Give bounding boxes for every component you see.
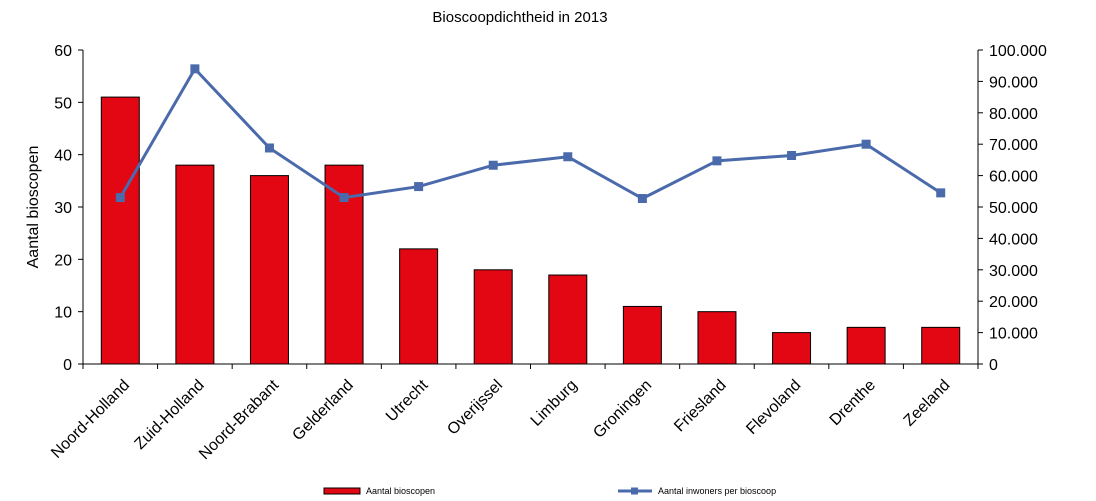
x-tick-label: Noord-Brabant [196, 376, 283, 463]
line-point [637, 194, 647, 204]
x-tick-label: Zuid-Holland [132, 377, 208, 453]
bar-series [100, 96, 961, 365]
y-axis-label: Aantal bioscopen [25, 146, 42, 269]
y-tick-label: 20 [54, 252, 72, 269]
x-tick-label: Drenthe [827, 377, 879, 429]
line-point [115, 193, 125, 203]
y2-tick-label: 60.000 [989, 169, 1038, 186]
axes: 0 10 20 30 40 50 60 0 10.000 20.000 30.000 40.000 50… [54, 43, 1047, 374]
chart-title: Bioscoopdichtheid in 2013 [432, 9, 607, 26]
y-tick-label: 0 [63, 357, 72, 374]
y2-tick-label: 80.000 [989, 106, 1038, 123]
y2-tick-label: 10.000 [989, 326, 1038, 343]
y2-tick-label: 50.000 [989, 200, 1038, 217]
x-tick-label: Zeeland [901, 377, 954, 430]
line-point [787, 151, 797, 161]
line-point [488, 160, 498, 170]
x-tick-label: Overijssel [444, 377, 506, 439]
legend: Aantal bioscopen Aantal inwoners per bios… [323, 486, 776, 496]
line-point [339, 193, 349, 203]
x-tick-label: Limburg [528, 377, 581, 430]
bar [249, 175, 289, 365]
y2-tick-label: 90.000 [989, 74, 1038, 91]
bar [622, 305, 662, 365]
y2-tick-label: 100.000 [989, 43, 1047, 60]
x-tick-label: Friesland [671, 377, 730, 436]
y2-tick-label: 30.000 [989, 263, 1038, 280]
x-tick-label: Flevoland [743, 377, 804, 438]
bar [100, 96, 140, 365]
y-tick-label: 10 [54, 305, 72, 322]
y2-tick-label: 0 [989, 357, 998, 374]
y-tick-label: 40 [54, 148, 72, 165]
bar [399, 248, 439, 365]
line-point [190, 64, 200, 74]
bar [846, 326, 886, 365]
bar [548, 274, 588, 365]
legend-swatch-bars [323, 487, 361, 495]
line-point [936, 188, 946, 198]
y2-tick-label: 20.000 [989, 294, 1038, 311]
line-series [115, 64, 946, 204]
x-tick-label: Noord-Holland [48, 377, 133, 462]
bar [175, 164, 215, 365]
x-tick-label: Groningen [590, 377, 655, 442]
bar [921, 326, 961, 365]
bar [697, 311, 737, 365]
line-point [861, 139, 871, 149]
series-line [118, 66, 942, 201]
x-tick-label: Utrecht [383, 376, 432, 425]
line-point [563, 152, 573, 162]
line-point [264, 143, 274, 153]
y2-tick-label: 70.000 [989, 137, 1038, 154]
legend-swatch-marker [631, 487, 638, 495]
y2-tick-label: 40.000 [989, 231, 1038, 248]
y-tick-label: 30 [54, 200, 72, 217]
y-tick-label: 60 [54, 43, 72, 60]
y-tick-label: 50 [54, 95, 72, 112]
line-point [414, 182, 424, 192]
x-tick-label: Gelderland [289, 377, 356, 444]
line-point [712, 156, 722, 166]
bar [473, 269, 513, 365]
bar [772, 332, 812, 365]
legend-label-bars: Aantal bioscopen [366, 486, 435, 496]
legend-label-line: Aantal inwoners per bioscoop [658, 486, 776, 496]
